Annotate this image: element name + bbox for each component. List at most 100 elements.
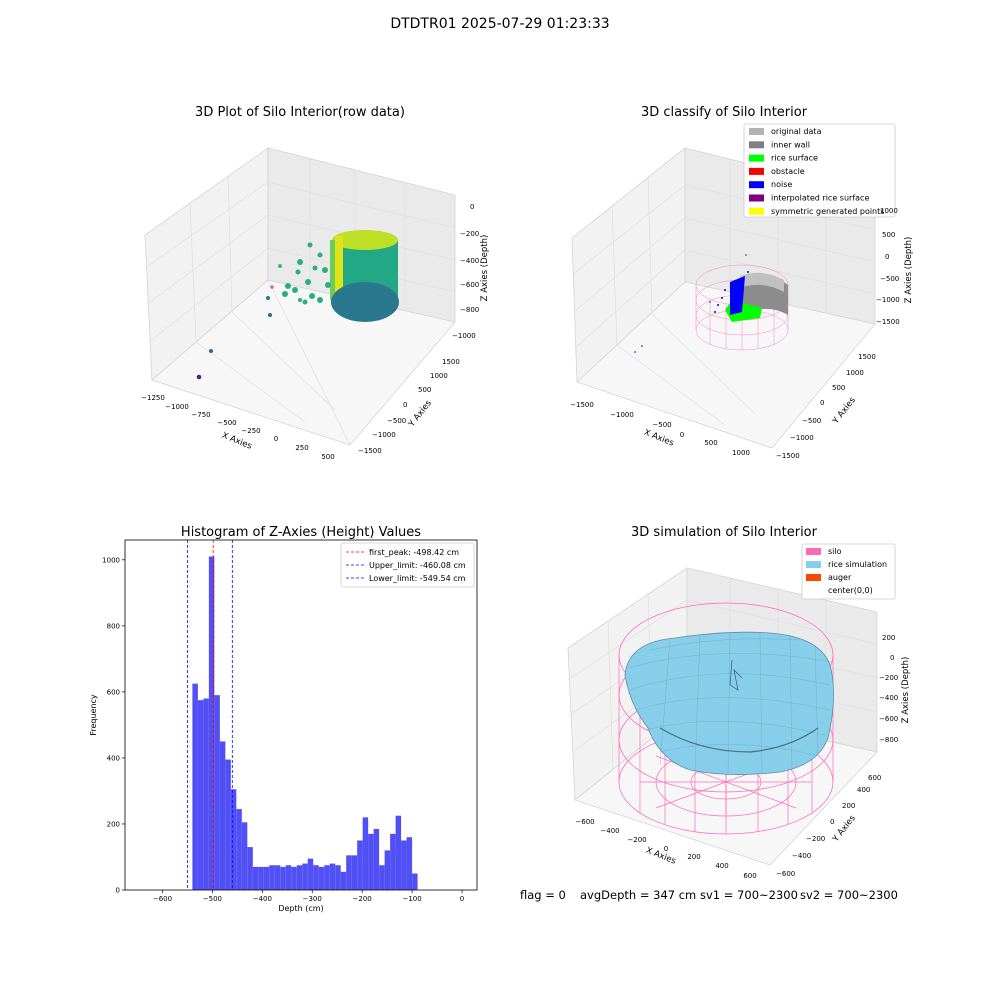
- histogram-bar: [291, 866, 297, 890]
- histogram-title: Histogram of Z-Axies (Height) Values: [181, 525, 421, 540]
- simulation-panel-title: 3D simulation of Silo Interior: [631, 525, 818, 540]
- classify-legend-label: original data: [771, 127, 822, 136]
- histogram-bar: [384, 850, 391, 890]
- histogram-frame: [124, 539, 478, 891]
- svg-text:−250: −250: [241, 427, 260, 435]
- classify-noise-points: [634, 271, 749, 353]
- simulation-legend-swatch: [806, 548, 821, 555]
- classify-x-axis-label: X Axies: [642, 428, 675, 449]
- svg-text:200: 200: [842, 802, 855, 810]
- simulation-legend-label: rice simulation: [828, 560, 887, 569]
- simulation-legend: silo rice simulation auger center(0,0): [801, 543, 896, 600]
- status-flag: flag = 0: [520, 888, 566, 902]
- svg-text:1500: 1500: [442, 358, 460, 366]
- status-sv2: sv2 = 700~2300: [800, 888, 898, 902]
- svg-text:−600: −600: [879, 715, 898, 723]
- classify-legend-swatch: [749, 194, 764, 202]
- svg-text:0: 0: [885, 253, 889, 261]
- simulation-legend-label: silo: [828, 547, 842, 556]
- svg-text:200: 200: [687, 853, 700, 861]
- svg-text:0: 0: [890, 654, 894, 662]
- classify-legend-swatch: [749, 181, 764, 189]
- histogram-bar: [351, 855, 358, 890]
- histogram-x-tick-label: 0: [460, 895, 464, 903]
- svg-text:−400: −400: [600, 827, 619, 835]
- raw-axes-panes: [144, 147, 456, 446]
- svg-text:0: 0: [680, 431, 684, 439]
- svg-text:0: 0: [470, 203, 474, 211]
- histogram-bar: [313, 865, 319, 890]
- svg-text:−200: −200: [806, 835, 825, 843]
- histogram-legend: first_peak: -498.42 cm Upper_limit: -460.…: [340, 542, 475, 588]
- svg-text:−200: −200: [627, 836, 646, 844]
- histogram-bar: [379, 865, 385, 890]
- raw-tick-labels: −1250 −1000 −750 −500 −250 0 250 500 −15…: [141, 203, 479, 461]
- classify-legend-swatch: [749, 167, 764, 175]
- svg-text:−400: −400: [792, 852, 811, 860]
- svg-text:−1500: −1500: [570, 401, 594, 409]
- histogram-bar: [214, 695, 220, 890]
- histogram-bar: [406, 837, 413, 890]
- svg-text:1000: 1000: [846, 369, 864, 377]
- raw-z-axis-label: Z Axies (Depth): [480, 235, 490, 302]
- svg-text:−1500: −1500: [358, 447, 382, 455]
- svg-text:−750: −750: [191, 411, 210, 419]
- histogram-x-tick-label: −600: [153, 895, 172, 903]
- histogram-bar: [357, 840, 363, 890]
- histogram-bar: [230, 789, 237, 890]
- svg-text:0: 0: [274, 435, 278, 443]
- histogram-bar: [236, 809, 242, 890]
- svg-text:500: 500: [321, 453, 334, 461]
- histogram-bar: [203, 698, 209, 890]
- classify-original-data: [740, 272, 784, 292]
- svg-text:500: 500: [418, 386, 431, 394]
- histogram-bar: [274, 865, 281, 890]
- classify-axes-panes: [571, 147, 876, 449]
- status-avg-depth: avgDepth = 347 cm: [580, 888, 697, 902]
- status-sv1: sv1 = 700~2300: [700, 888, 798, 902]
- svg-text:−800: −800: [879, 736, 898, 744]
- histogram-bar: [247, 847, 253, 890]
- svg-text:−400: −400: [879, 694, 898, 702]
- histogram-bar: [258, 866, 264, 890]
- histogram-bar: [324, 865, 330, 890]
- histogram-bar: [269, 865, 275, 890]
- histogram-bar: [401, 840, 407, 890]
- histogram-x-tick-label: −200: [353, 895, 372, 903]
- svg-text:−500: −500: [802, 417, 821, 425]
- svg-text:−1250: −1250: [141, 394, 165, 402]
- svg-text:−1000: −1000: [790, 434, 814, 442]
- histogram-y-tick-label: 800: [107, 622, 120, 630]
- svg-text:−600: −600: [776, 870, 795, 878]
- svg-text:400: 400: [715, 862, 728, 870]
- histogram-x-tick-label: −500: [203, 895, 222, 903]
- histogram-bar: [263, 866, 270, 890]
- svg-text:1000: 1000: [880, 207, 898, 215]
- histogram-bar: [318, 866, 325, 890]
- classify-legend-label: interpolated rice surface: [771, 194, 869, 203]
- classify-tick-labels: −1500 −1000 −500 0 500 1000 −1500 −1000 …: [570, 207, 900, 460]
- svg-text:1000: 1000: [732, 449, 750, 457]
- histogram-x-tick-label: −400: [253, 895, 272, 903]
- histogram-bar: [296, 865, 303, 890]
- histogram-x-tick-label: −100: [402, 895, 421, 903]
- simulation-legend-label: center(0,0): [828, 586, 873, 595]
- svg-text:−500: −500: [652, 421, 671, 429]
- svg-text:−200: −200: [879, 674, 898, 682]
- svg-text:0: 0: [403, 401, 407, 409]
- classify-3d-panel: 3D classify of Silo Interior: [570, 105, 914, 460]
- svg-text:1500: 1500: [858, 353, 876, 361]
- histogram-y-tick-label: 1000: [102, 556, 120, 564]
- simulation-rice-surface: [624, 631, 834, 777]
- histogram-bar: [390, 833, 396, 890]
- classify-y-axis-label: Y Axies: [830, 395, 858, 427]
- svg-text:−1000: −1000: [876, 296, 900, 304]
- histogram-y-tick-label: 200: [107, 820, 120, 828]
- histogram-bar: [302, 863, 308, 890]
- svg-text:−1000: −1000: [165, 403, 189, 411]
- simulation-3d-panel: 3D simulation of Silo Interior: [567, 525, 911, 880]
- svg-text:−800: −800: [460, 306, 479, 314]
- svg-text:0: 0: [820, 399, 824, 407]
- classify-panel-title: 3D classify of Silo Interior: [641, 105, 808, 120]
- raw-data-3d-panel: 3D Plot of Silo Interior(row data): [141, 105, 490, 461]
